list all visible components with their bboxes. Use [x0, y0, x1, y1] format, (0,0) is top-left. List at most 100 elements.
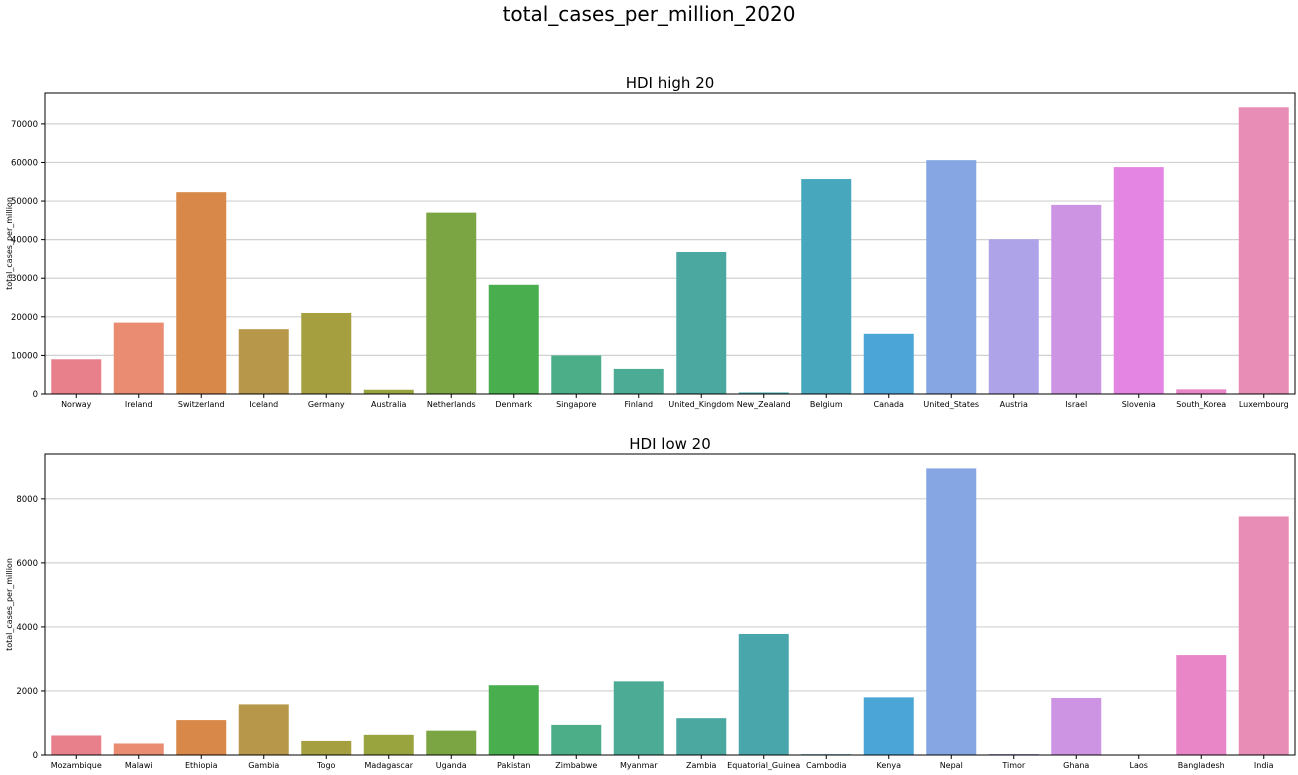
x-tick-label: Canada	[874, 400, 905, 409]
y-tick-label: 2000	[16, 687, 38, 697]
chart-title: HDI low 20	[629, 435, 711, 453]
y-tick-label: 0	[33, 390, 38, 400]
chart-title: HDI high 20	[626, 74, 715, 92]
bar-canada	[863, 333, 914, 394]
x-tick-label: Ireland	[125, 400, 153, 409]
x-tick-label: Ghana	[1063, 761, 1089, 770]
bar-uganda	[426, 730, 477, 755]
x-tick-label: Netherlands	[427, 400, 476, 409]
x-tick-label: New_Zealand	[737, 400, 791, 409]
x-tick-label: India	[1254, 761, 1274, 770]
plot-frame	[44, 92, 1296, 395]
bar-madagascar	[363, 734, 414, 755]
x-tick-label: Zambia	[686, 761, 716, 770]
figure-title: total_cases_per_million_2020	[502, 2, 796, 26]
bar-nepal	[926, 468, 977, 755]
x-tick-label: Austria	[1000, 400, 1028, 409]
bar-myanmar	[613, 681, 664, 755]
x-tick-label: South_Korea	[1176, 400, 1226, 409]
bar-mozambique	[51, 735, 102, 755]
x-tick-label: Myanmar	[620, 761, 658, 770]
x-tick-label: Uganda	[436, 761, 467, 770]
y-tick-label: 4000	[16, 623, 38, 633]
bar-gambia	[238, 704, 289, 755]
bar-netherlands	[426, 212, 477, 394]
bar-belgium	[801, 179, 852, 394]
y-tick-label: 20000	[11, 313, 38, 323]
bar-switzerland	[176, 192, 227, 394]
x-tick-label: Cambodia	[806, 761, 847, 770]
bar-zimbabwe	[551, 724, 602, 755]
bar-equatorial_guinea	[738, 633, 789, 755]
bar-norway	[51, 359, 102, 394]
y-tick-label: 0	[33, 751, 38, 761]
bar-singapore	[551, 355, 602, 394]
bar-israel	[1051, 204, 1102, 394]
x-tick-label: Slovenia	[1122, 400, 1156, 409]
y-tick-label: 10000	[11, 351, 38, 361]
bar-australia	[363, 389, 414, 394]
x-tick-label: Bangladesh	[1178, 761, 1225, 770]
bar-south_korea	[1176, 389, 1227, 394]
x-tick-label: Madagascar	[364, 761, 413, 770]
x-tick-label: Australia	[371, 400, 406, 409]
x-tick-label: Pakistan	[497, 761, 531, 770]
x-tick-label: United_Kingdom	[668, 400, 734, 409]
bar-kenya	[863, 697, 914, 755]
y-tick-label: 30000	[11, 274, 38, 284]
x-tick-label: Switzerland	[178, 400, 225, 409]
x-tick-label: Iceland	[249, 400, 278, 409]
bar-united_kingdom	[676, 251, 727, 394]
bar-germany	[301, 312, 352, 394]
x-tick-label: Laos	[1130, 761, 1148, 770]
x-tick-label: Germany	[308, 400, 345, 409]
x-tick-label: Finland	[624, 400, 653, 409]
bar-luxembourg	[1238, 107, 1289, 395]
plot-frame	[44, 453, 1296, 756]
x-tick-label: Zimbabwe	[555, 761, 597, 770]
bar-slovenia	[1113, 167, 1164, 394]
x-tick-label: Kenya	[877, 761, 902, 770]
y-tick-label: 8000	[16, 495, 38, 505]
bar-finland	[613, 368, 664, 394]
x-tick-label: Israel	[1065, 400, 1087, 409]
x-tick-label: Mozambique	[51, 761, 102, 770]
x-tick-label: Gambia	[248, 761, 279, 770]
bar-austria	[988, 239, 1039, 394]
x-tick-label: Timor	[1001, 761, 1026, 770]
y-tick-label: 50000	[11, 197, 38, 207]
bar-ireland	[113, 322, 164, 394]
x-tick-label: Nepal	[940, 761, 963, 770]
bar-togo	[301, 740, 352, 755]
bar-new_zealand	[738, 392, 789, 394]
x-tick-label: Malawi	[125, 761, 153, 770]
bar-united_states	[926, 160, 977, 394]
bar-iceland	[238, 329, 289, 394]
bar-malawi	[113, 743, 164, 755]
bar-zambia	[676, 718, 727, 755]
x-tick-label: Norway	[61, 400, 92, 409]
x-tick-label: Belgium	[810, 400, 843, 409]
y-tick-label: 6000	[16, 559, 38, 569]
bar-pakistan	[488, 685, 539, 755]
y-axis-label: total_cases_per_million	[5, 558, 14, 651]
bar-bangladesh	[1176, 655, 1227, 755]
bar-denmark	[488, 284, 539, 394]
x-tick-label: Togo	[316, 761, 336, 770]
x-tick-label: Singapore	[556, 400, 596, 409]
x-tick-label: United_States	[923, 400, 979, 409]
y-tick-label: 70000	[11, 120, 38, 130]
bar-ghana	[1051, 698, 1102, 755]
x-tick-label: Equatorial_Guinea	[727, 761, 800, 770]
y-tick-label: 60000	[11, 158, 38, 168]
bar-india	[1238, 516, 1289, 755]
bar-ethiopia	[176, 720, 227, 755]
y-tick-label: 40000	[11, 236, 38, 246]
y-axis-label: total_cases_per_million	[5, 197, 14, 290]
x-tick-label: Luxembourg	[1239, 400, 1289, 409]
x-tick-label: Ethiopia	[185, 761, 218, 770]
x-tick-label: Denmark	[495, 400, 532, 409]
